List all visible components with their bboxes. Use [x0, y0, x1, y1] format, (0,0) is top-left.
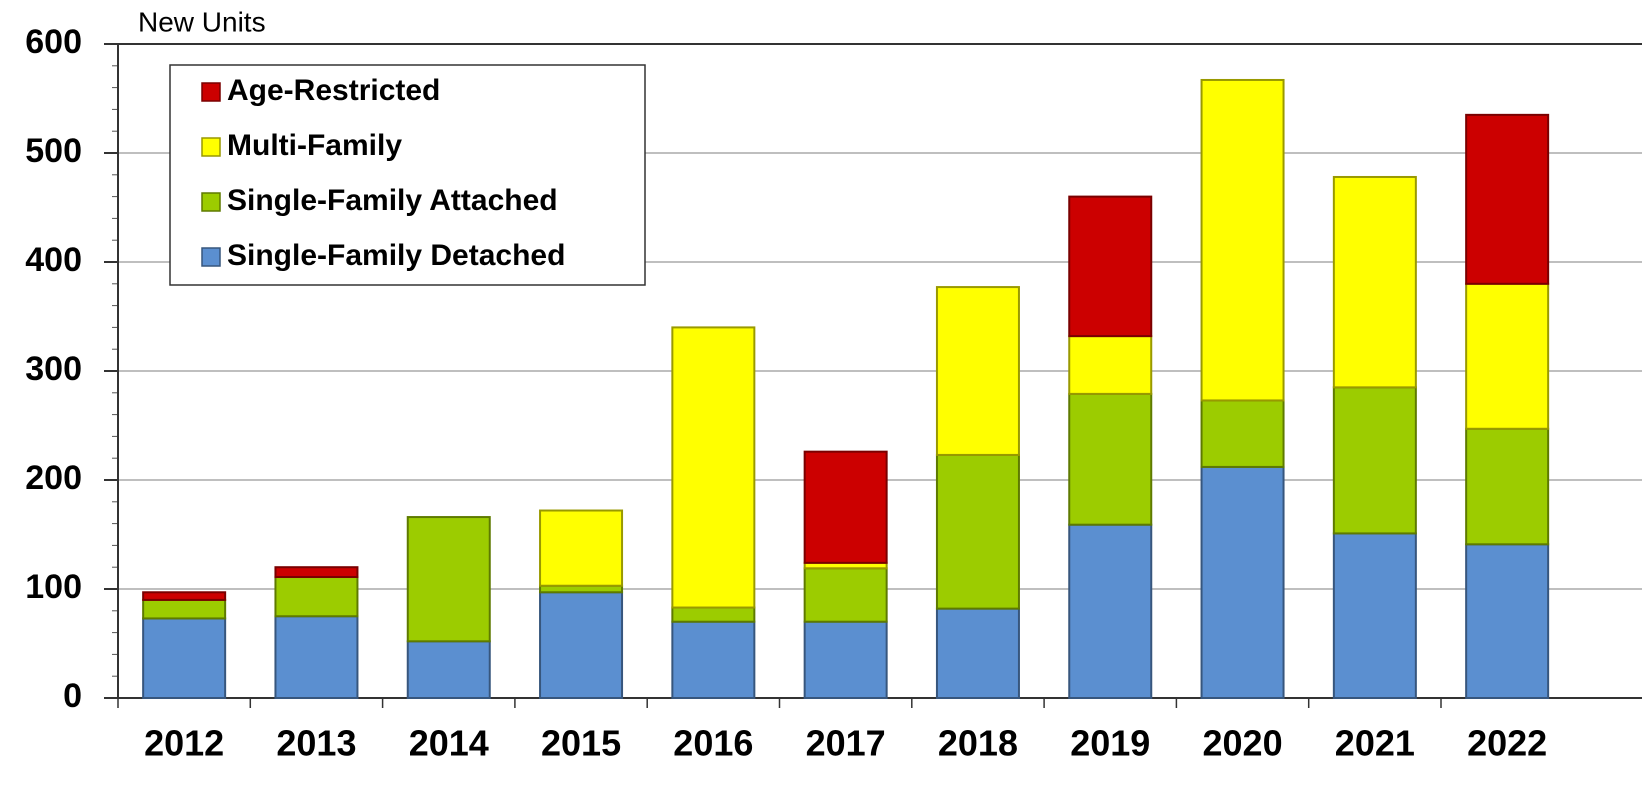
bar-segment: [935, 607, 1020, 699]
x-tick-label: 2022: [1467, 723, 1547, 764]
bar-segment: [671, 606, 756, 623]
bar-segment: [803, 450, 888, 564]
y-tick-label: 200: [25, 459, 82, 497]
bar-segment: [142, 598, 227, 620]
x-tick-label: 2019: [1070, 723, 1150, 764]
bar-segment: [671, 326, 756, 609]
legend-label: Age-Restricted: [227, 74, 440, 107]
bar-segment: [1068, 195, 1153, 338]
legend-label: Multi-Family: [227, 129, 402, 162]
y-tick-label: 400: [25, 241, 82, 279]
legend-swatch: [201, 137, 221, 157]
bar-segment: [142, 591, 227, 601]
bar-segment: [142, 617, 227, 699]
legend-swatch: [201, 192, 221, 212]
bar-segment: [406, 516, 491, 643]
bar-segment: [1200, 78, 1285, 402]
y-axis-label: New Units: [138, 6, 266, 37]
bar-segment: [539, 509, 624, 587]
y-tick-label: 100: [25, 568, 82, 606]
x-tick-label: 2020: [1203, 723, 1283, 764]
bar-segment: [803, 567, 888, 623]
bar-segment: [539, 591, 624, 700]
x-tick-label: 2016: [673, 723, 753, 764]
bar-segment: [1068, 335, 1153, 395]
bar-segment: [274, 615, 359, 699]
bar-segment: [1465, 282, 1550, 430]
legend-swatch: [201, 247, 221, 267]
bar-segment: [803, 620, 888, 700]
x-tick-label: 2012: [144, 723, 224, 764]
bar-segment: [1068, 523, 1153, 699]
bar-segment: [1465, 427, 1550, 546]
x-tick-label: 2014: [409, 723, 489, 764]
bar-segment: [1465, 113, 1550, 285]
y-tick-label: 300: [25, 350, 82, 388]
legend-swatch: [201, 82, 221, 102]
bar-segment: [1068, 392, 1153, 526]
bar-segment: [406, 640, 491, 700]
legend-label: Single-Family Attached: [227, 184, 558, 217]
x-tick-label: 2018: [938, 723, 1018, 764]
y-tick-label: 600: [25, 23, 82, 61]
x-tick-label: 2015: [541, 723, 621, 764]
bar-segment: [1332, 532, 1417, 699]
bar-segment: [1200, 399, 1285, 468]
x-tick-label: 2017: [806, 723, 886, 764]
bar-segment: [935, 453, 1020, 610]
bar-segment: [274, 566, 359, 579]
bar-segment: [1465, 543, 1550, 699]
y-tick-label: 0: [63, 677, 82, 715]
bar-segment: [1200, 465, 1285, 700]
bar-segment: [274, 576, 359, 618]
legend-label: Single-Family Detached: [227, 239, 565, 272]
bar-segment: [1332, 175, 1417, 389]
bar-segment: [671, 620, 756, 700]
bar-segment: [935, 286, 1020, 456]
y-tick-label: 500: [25, 132, 82, 170]
x-tick-label: 2021: [1335, 723, 1415, 764]
x-tick-label: 2013: [276, 723, 356, 764]
legend-box: [169, 64, 646, 286]
bar-segment: [1332, 386, 1417, 535]
